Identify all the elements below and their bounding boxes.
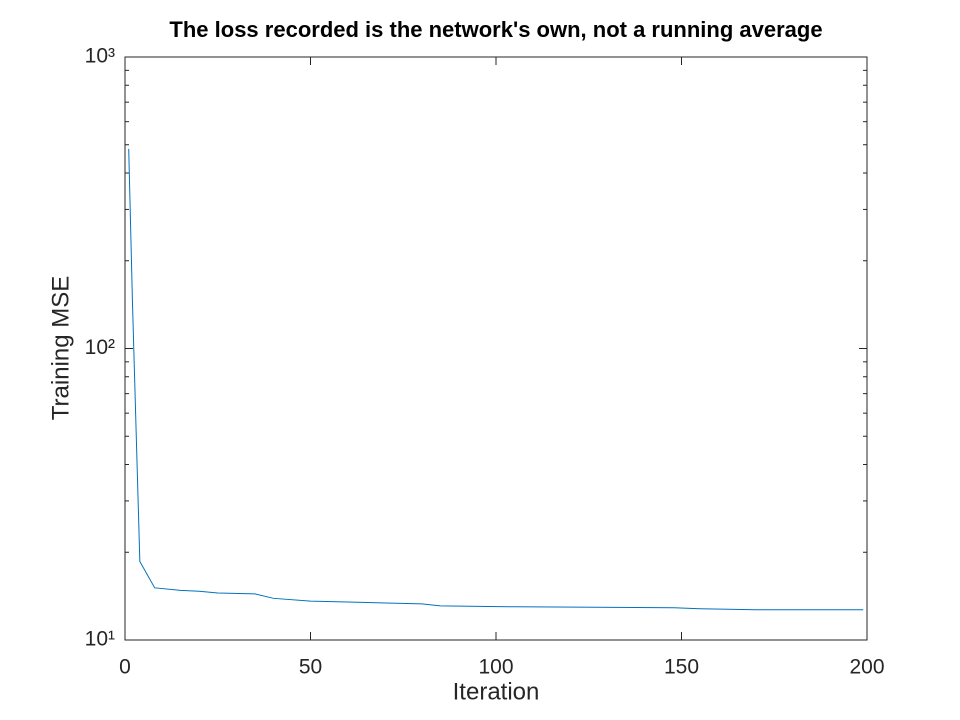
y-tick-label: 10² bbox=[85, 336, 115, 359]
y-tick-label: 10¹ bbox=[85, 628, 115, 651]
chart-title: The loss recorded is the network's own, … bbox=[169, 17, 822, 42]
x-tick-label: 200 bbox=[849, 656, 884, 679]
x-tick-label: 50 bbox=[299, 656, 322, 679]
data-line bbox=[128, 148, 864, 611]
y-axis-label: Training MSE bbox=[47, 276, 74, 421]
x-tick-label: 150 bbox=[664, 656, 699, 679]
x-tick-label: 0 bbox=[119, 656, 131, 679]
y-tick-label: 10³ bbox=[85, 45, 115, 68]
x-axis-label: Iteration bbox=[453, 678, 540, 705]
plot-frame bbox=[124, 56, 868, 641]
x-tick-label: 100 bbox=[478, 656, 513, 679]
